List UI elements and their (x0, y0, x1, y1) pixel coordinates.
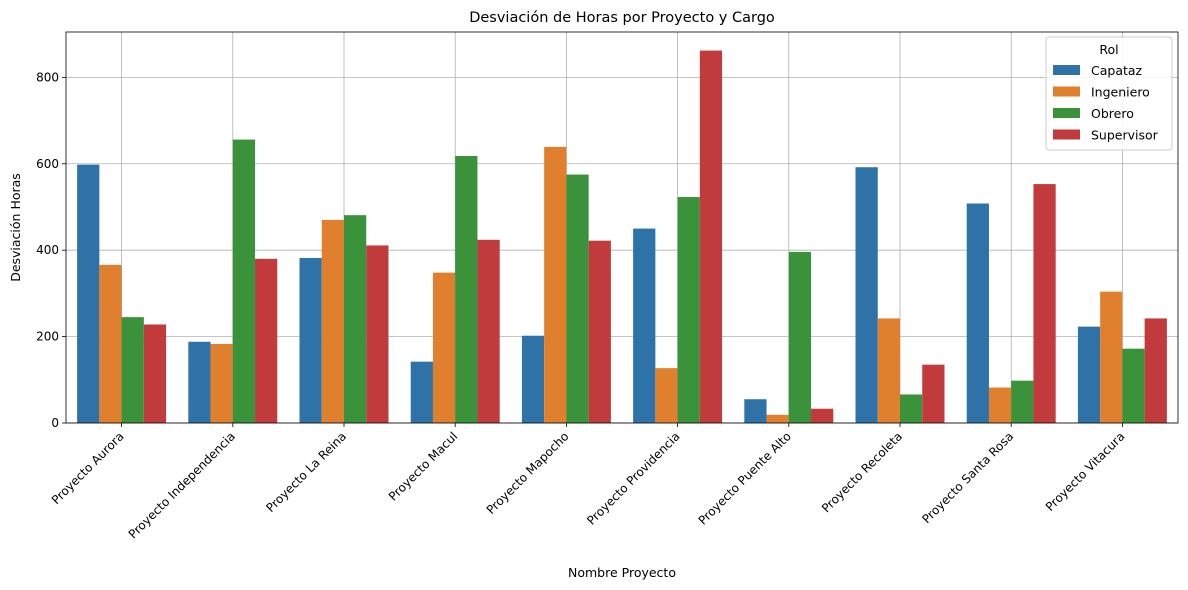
legend-title: Rol (1099, 42, 1118, 57)
x-tick-label: Proyecto Recoleta (819, 429, 905, 515)
x-axis-label: Nombre Proyecto (568, 565, 676, 580)
bar-obrero-7 (900, 394, 923, 423)
x-tick-label: Proyecto Puente Alto (696, 429, 794, 527)
y-tick-label: 800 (36, 70, 59, 84)
bar-ingeniero-2 (321, 219, 344, 423)
x-tick-label: Proyecto Santa Rosa (919, 429, 1016, 526)
bar-capataz-9 (1077, 326, 1101, 423)
bar-capataz-8 (966, 203, 989, 423)
plot-frame (65, 31, 1179, 424)
x-tick-label: Proyecto Vitacura (1043, 429, 1128, 514)
legend-swatch-capataz (1053, 65, 1080, 75)
x-tick-label: Proyecto Aurora (49, 429, 127, 507)
legend-swatch-ingeniero (1053, 86, 1080, 97)
bar-ingeniero-0 (99, 264, 122, 423)
bar-supervisor-8 (1033, 184, 1056, 423)
bar-supervisor-6 (811, 408, 834, 423)
bar-supervisor-5 (699, 50, 723, 423)
chart-title: Desviación de Horas por Proyecto y Cargo (469, 10, 775, 26)
bar-capataz-5 (633, 228, 656, 423)
bars (77, 50, 1167, 423)
legend-swatch-obrero (1053, 108, 1080, 118)
bar-supervisor-7 (922, 364, 945, 423)
bar-obrero-8 (1011, 380, 1034, 423)
bar-supervisor-3 (477, 239, 500, 423)
bar-capataz-7 (855, 167, 878, 423)
bar-capataz-2 (299, 257, 322, 423)
legend-label-supervisor: Supervisor (1091, 128, 1159, 143)
x-tick-label: Proyecto Providencia (584, 429, 683, 528)
y-axis-label: Desviación Horas (8, 173, 23, 282)
y-tick-label: 0 (51, 416, 59, 430)
legend-label-capataz: Capataz (1091, 63, 1143, 78)
bar-supervisor-0 (143, 324, 167, 423)
bar-capataz-6 (744, 399, 767, 423)
bar-obrero-5 (677, 197, 700, 423)
y-tick-label: 400 (36, 243, 59, 257)
legend-swatch-supervisor (1053, 129, 1080, 140)
x-tick-label: Proyecto Mapocho (484, 429, 572, 517)
bar-supervisor-1 (255, 258, 278, 423)
y-axis: 0 200 400 600 800 (36, 70, 66, 430)
bar-ingeniero-1 (210, 343, 233, 423)
bar-ingeniero-6 (766, 414, 789, 423)
bar-capataz-4 (521, 335, 545, 423)
legend-label-obrero: Obrero (1091, 106, 1134, 121)
bar-ingeniero-5 (655, 368, 678, 423)
bar-obrero-2 (344, 215, 367, 423)
legend: Rol Capataz Ingeniero Obrero Supervisor (1045, 36, 1173, 151)
bar-supervisor-9 (1144, 318, 1167, 423)
x-tick-label: Proyecto Independencia (126, 429, 238, 541)
bar-capataz-1 (188, 341, 211, 423)
bar-supervisor-4 (588, 240, 611, 423)
bar-supervisor-2 (366, 245, 389, 423)
bar-obrero-3 (455, 155, 478, 423)
bar-ingeniero-4 (544, 146, 567, 423)
bar-obrero-4 (566, 174, 589, 423)
legend-label-ingeniero: Ingeniero (1091, 85, 1150, 100)
x-axis: Proyecto Aurora Proyecto Independencia Pro… (49, 423, 1128, 541)
x-tick-label: Proyecto Macul (386, 429, 460, 503)
y-tick-label: 200 (36, 330, 59, 344)
x-tick-label: Proyecto La Reina (263, 429, 349, 515)
bar-ingeniero-7 (877, 318, 900, 423)
bar-ingeniero-8 (988, 387, 1012, 423)
bar-ingeniero-9 (1100, 291, 1123, 423)
bar-ingeniero-3 (432, 272, 456, 423)
bar-obrero-9 (1122, 348, 1145, 423)
y-tick-label: 600 (36, 157, 59, 171)
bar-capataz-0 (77, 164, 100, 423)
bar-obrero-0 (121, 317, 144, 423)
bar-obrero-6 (788, 251, 812, 423)
bar-obrero-1 (232, 139, 256, 423)
bar-capataz-3 (410, 361, 433, 423)
